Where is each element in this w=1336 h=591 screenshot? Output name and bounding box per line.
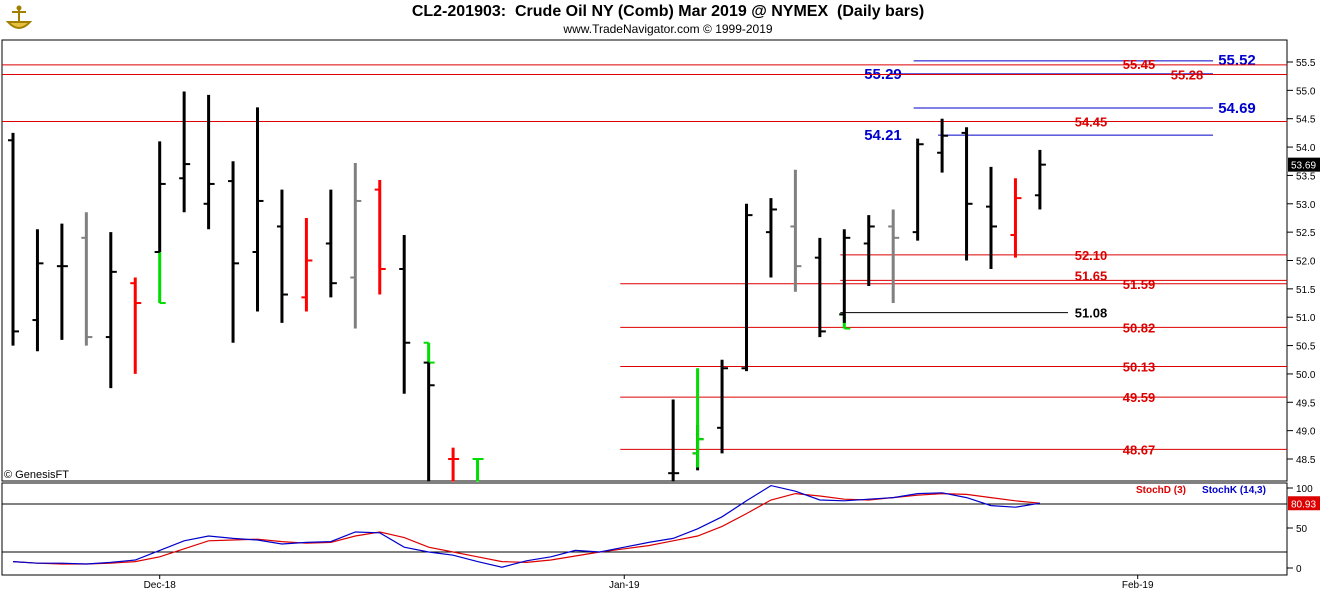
- y-tick-label: 49.0: [1296, 427, 1316, 438]
- x-tick-label: Jan-19: [609, 580, 640, 591]
- y-tick-label: 54.5: [1296, 115, 1316, 126]
- stoch-tick-label: 0: [1296, 564, 1302, 575]
- ohlc-bar: [668, 399, 680, 482]
- price-bars: [8, 91, 1046, 482]
- ohlc-bar: [130, 277, 142, 374]
- x-tick-label: Dec-18: [144, 580, 177, 591]
- ohlc-bar: [105, 232, 117, 389]
- legend-stochk: StochK (14,3): [1202, 485, 1266, 496]
- level-label: 50.13: [1123, 360, 1156, 375]
- ohlc-bar: [912, 138, 924, 241]
- y-tick-label: 53.5: [1296, 171, 1316, 182]
- stochastic-panel: 0 50 100 StochD (3) StochK (14,3) 80.93: [2, 484, 1320, 575]
- ohlc-bar: [350, 162, 362, 329]
- chart-title: CL2-201903: Crude Oil NY (Comb) Mar 2019…: [411, 3, 925, 20]
- ohlc-bar: [374, 179, 386, 295]
- level-label: 51.65: [1075, 268, 1108, 283]
- ohlc-bar: [863, 215, 875, 287]
- price-axis: 48.5 49.0 49.5 50.0 50.5 51.0 51.5 52.0 52.5 53.0…: [1287, 58, 1320, 466]
- y-tick-label: 48.5: [1296, 455, 1316, 466]
- ohlc-bar: [8, 132, 19, 346]
- chart-subtitle: www.TradeNavigator.com © 1999-2019: [563, 22, 773, 36]
- stoch-last-badge: [1288, 496, 1320, 511]
- level-label: 55.52: [1218, 52, 1256, 69]
- level-label: 52.10: [1075, 248, 1108, 263]
- ohlc-bar: [423, 341, 435, 364]
- ohlc-bar: [154, 141, 166, 253]
- date-axis: Dec-18 Jan-19 Feb-19: [144, 575, 1154, 591]
- level-label: 49.59: [1123, 390, 1156, 405]
- ohlc-bar: [448, 447, 460, 482]
- chart-header: CL2-201903: Crude Oil NY (Comb) Mar 2019…: [0, 0, 1336, 38]
- level-label: 50.82: [1123, 320, 1156, 335]
- stoch-tick-label: 50: [1296, 524, 1308, 535]
- last-price-badge: [1288, 157, 1320, 172]
- level-label: 55.45: [1123, 57, 1156, 72]
- level-label: 54.45: [1075, 115, 1108, 130]
- stoch-series-line: [12, 492, 1040, 565]
- ship-logo-icon: [5, 5, 33, 29]
- ohlc-bar: [692, 368, 704, 468]
- ohlc-bar: [276, 189, 288, 323]
- level-label: 51.59: [1123, 277, 1156, 292]
- ohlc-bar: [325, 189, 337, 298]
- ohlc-bar: [301, 217, 313, 312]
- stoch-tick-label: 100: [1296, 484, 1313, 495]
- y-tick-label: 49.5: [1296, 398, 1316, 409]
- ohlc-bar: [741, 203, 753, 372]
- ohlc-bar: [1010, 178, 1022, 258]
- ohlc-bar: [765, 198, 777, 278]
- stochastic-panel-border: [1, 482, 1288, 576]
- y-tick-label: 50.5: [1296, 342, 1316, 353]
- level-label: 51.08: [1075, 306, 1108, 321]
- ohlc-bar: [961, 127, 973, 261]
- y-tick-label: 53.0: [1296, 200, 1316, 211]
- ohlc-bar: [399, 234, 411, 394]
- ohlc-bar: [56, 223, 68, 340]
- level-label: 54.21: [864, 127, 902, 144]
- legend-stochd: StochD (3): [1136, 485, 1186, 496]
- level-label: 54.69: [1218, 100, 1256, 117]
- watermark-text: © GenesisFT: [4, 469, 69, 481]
- ohlc-bar: [888, 209, 900, 304]
- ohlc-bar: [937, 118, 949, 173]
- ohlc-bar: [203, 94, 215, 230]
- y-tick-label: 54.0: [1296, 143, 1316, 154]
- stoch-series-line: [12, 484, 1040, 568]
- ohlc-bar: [252, 107, 264, 312]
- ohlc-bar: [986, 166, 997, 270]
- level-label: 55.28: [1171, 67, 1204, 82]
- ohlc-bar: [1034, 149, 1046, 210]
- ohlc-bar: [228, 161, 240, 343]
- y-tick-label: 52.0: [1296, 257, 1316, 268]
- ohlc-bar: [32, 229, 44, 352]
- y-tick-label: 51.5: [1296, 285, 1316, 296]
- ohlc-bar: [472, 458, 484, 482]
- y-tick-label: 52.5: [1296, 228, 1316, 239]
- stoch-last-label: 80.93: [1291, 499, 1316, 510]
- ohlc-bar: [790, 169, 802, 292]
- ohlc-bar: [423, 361, 435, 482]
- level-label: 48.67: [1123, 442, 1156, 457]
- ohlc-bar: [81, 212, 93, 346]
- y-tick-label: 51.0: [1296, 313, 1316, 324]
- x-tick-label: Feb-19: [1122, 580, 1154, 591]
- y-tick-label: 55.5: [1296, 58, 1316, 69]
- y-tick-label: 50.0: [1296, 370, 1316, 381]
- last-price-label: 53.69: [1291, 161, 1316, 172]
- ohlc-bar: [814, 237, 826, 338]
- ohlc-bar: [839, 229, 851, 323]
- ohlc-bar: [717, 359, 729, 454]
- ohlc-bar: [154, 250, 166, 305]
- y-tick-label: 55.0: [1296, 86, 1316, 97]
- ohlc-bar: [179, 91, 191, 213]
